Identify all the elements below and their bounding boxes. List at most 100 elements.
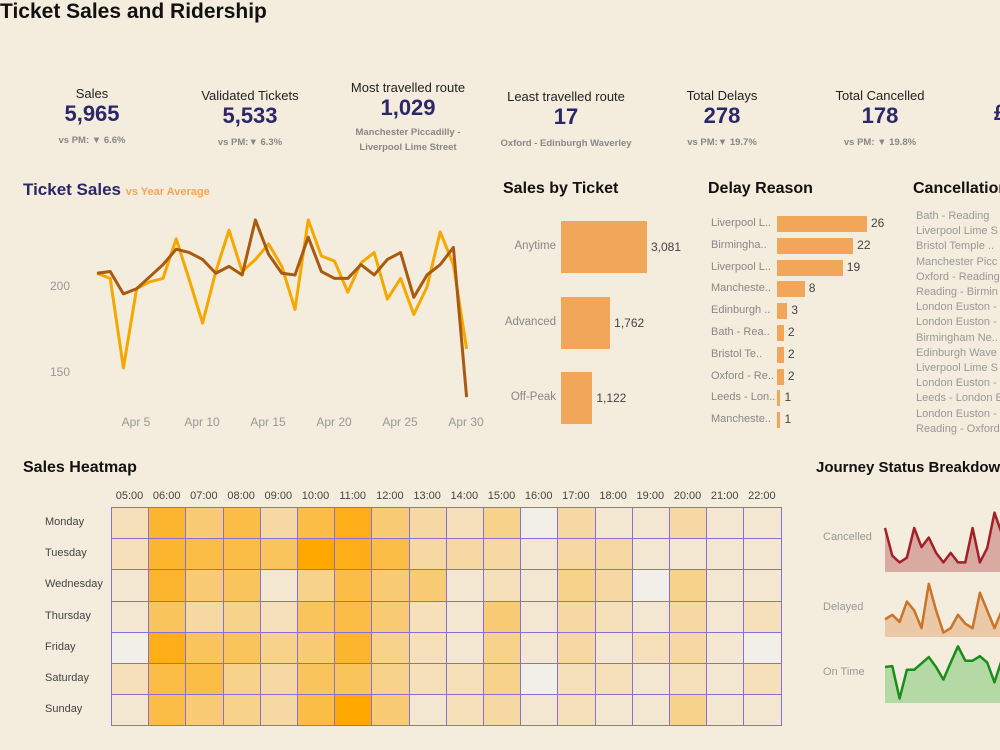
heatmap-cell — [557, 663, 596, 696]
heatmap-cell — [706, 538, 745, 571]
x-tick-label: Apr 15 — [250, 415, 286, 429]
heatmap-cell — [483, 538, 522, 571]
heatmap-cell — [408, 538, 447, 571]
heatmap-cell — [148, 507, 187, 540]
heatmap-cell — [297, 507, 336, 540]
heatmap-cell — [408, 663, 447, 696]
hour-label: 05:00 — [115, 490, 144, 502]
delay-reason-title: Delay Reason — [708, 180, 813, 197]
delay-bar-value: 8 — [808, 281, 816, 296]
heatmap-cell — [334, 631, 373, 664]
status-area — [885, 583, 1000, 637]
heatmap-cell — [371, 631, 410, 664]
heatmap-cell — [148, 694, 187, 727]
delay-route-label: Liverpool L.. — [711, 217, 771, 229]
heatmap-cell — [483, 694, 522, 727]
hour-label: 15:00 — [487, 490, 516, 502]
delay-bar — [777, 216, 867, 232]
cancellation-route: Reading - Oxford — [916, 422, 1000, 435]
kpi-subtext: vs PM: ▼ 6.6% — [58, 135, 126, 146]
heatmap-cell — [259, 569, 298, 602]
heatmap-cell — [706, 663, 745, 696]
heatmap-cell — [743, 600, 782, 633]
heatmap-cell — [259, 663, 298, 696]
heatmap-cell — [445, 507, 484, 540]
heatmap-cell — [445, 631, 484, 664]
heatmap-cell — [669, 507, 708, 540]
delay-bar — [777, 325, 784, 341]
heatmap-cell — [594, 694, 633, 727]
heatmap-cell — [631, 538, 670, 571]
heatmap-cell — [259, 631, 298, 664]
hour-label: 12:00 — [376, 490, 404, 502]
year-average-line — [96, 218, 469, 370]
hour-label: 17:00 — [562, 490, 590, 502]
hour-label: 16:00 — [524, 490, 553, 502]
heatmap-cell — [669, 600, 708, 633]
heatmap-cell — [371, 600, 410, 633]
delay-bar — [777, 412, 781, 429]
cancellation-route: London Euston - — [916, 407, 997, 420]
heatmap-cell — [259, 538, 298, 571]
y-tick-label: 150 — [50, 365, 71, 379]
x-tick-label: Apr 5 — [121, 415, 151, 429]
hour-label: 19:00 — [636, 490, 665, 502]
hour-label: 14:00 — [450, 490, 479, 502]
heatmap-cell — [520, 663, 559, 696]
heatmap-cell — [222, 507, 261, 540]
heatmap-cell — [743, 663, 782, 696]
kpi-card: Validated Tickets 5,533 vs PM:▼ 6.3% — [165, 88, 335, 150]
ticket-type-label: Anytime — [514, 240, 556, 252]
x-tick-label: Apr 30 — [448, 415, 484, 429]
heatmap-cell — [408, 694, 447, 727]
hour-label: 06:00 — [152, 490, 181, 502]
heatmap-cell — [371, 569, 410, 602]
hour-label: 07:00 — [190, 490, 218, 502]
cancellation-route: Edinburgh Wave — [916, 346, 997, 359]
heatmap-cell — [185, 538, 224, 571]
heatmap-cell — [520, 694, 559, 727]
heatmap-cell — [111, 631, 150, 664]
ticket-sales-subtitle: vs Year Average — [125, 186, 210, 198]
heatmap-cell — [259, 507, 298, 540]
status-line — [884, 582, 1000, 634]
status-line — [883, 511, 1000, 564]
kpi-value: 17 — [553, 104, 579, 129]
x-tick-label: Apr 25 — [382, 415, 418, 429]
delay-bar-value: 2 — [787, 346, 795, 361]
hour-label: 13:00 — [413, 490, 441, 502]
hour-label: 10:00 — [301, 490, 330, 502]
heatmap-cell — [111, 600, 150, 633]
heatmap-cell — [520, 569, 559, 602]
cancellation-route: Bristol Temple .. — [916, 240, 995, 253]
heatmap-cell — [148, 663, 187, 696]
cancellation-route: Oxford - Reading — [916, 270, 1000, 283]
heatmap-cell — [185, 569, 224, 602]
heatmap-cell — [259, 600, 298, 633]
kpi-label: Most travelled route — [350, 80, 466, 95]
heatmap-cell — [594, 600, 633, 633]
kpi-card: Total Cancelled 178 vs PM: ▼ 19.8% — [795, 88, 965, 150]
status-label: On Time — [823, 666, 865, 678]
delay-route-label: Liverpool L.. — [711, 260, 771, 273]
ticket-bar-value: 1,122 — [596, 391, 627, 405]
heatmap-cell — [408, 507, 447, 540]
kpi-card: £ — [915, 100, 1000, 132]
status-label: Cancelled — [823, 531, 872, 543]
kpi-subtext: Manchester Piccadilly - Liverpool Lime S… — [355, 127, 461, 153]
cancellation-route: Bath - Reading — [916, 210, 990, 222]
heatmap-cell — [631, 694, 670, 727]
kpi-card: Most travelled route 1,029 Manchester Picc… — [323, 80, 493, 155]
heatmap-cell — [483, 631, 522, 664]
ticket-bar — [561, 372, 593, 424]
heatmap-cell — [557, 569, 596, 602]
heatmap-cell — [669, 663, 708, 696]
heatmap-cell — [111, 694, 150, 727]
heatmap-cell — [631, 569, 670, 602]
day-label: Friday — [45, 640, 76, 653]
kpi-value: 178 — [861, 103, 899, 128]
cancellation-route: Manchester Picc — [916, 255, 998, 268]
cancellation-route: Reading - Birmin — [916, 286, 998, 298]
heatmap-cell — [185, 631, 224, 664]
heatmap-cell — [631, 507, 670, 540]
